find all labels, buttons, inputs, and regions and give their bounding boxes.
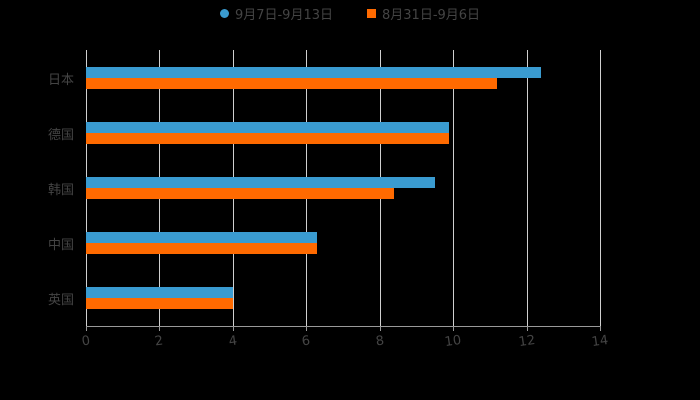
- x-tick-label: 6: [301, 333, 312, 350]
- chart-legend: 9月7日-9月13日 8月31日-9月6日: [0, 4, 700, 23]
- x-tick: [600, 326, 601, 331]
- x-tick-label: 0: [80, 333, 92, 350]
- x-axis: [86, 326, 600, 327]
- bar-current-week[interactable]: [86, 67, 542, 78]
- x-tick: [306, 326, 308, 331]
- gridline: [453, 50, 455, 326]
- legend-square-icon: [367, 9, 376, 18]
- gridline: [600, 50, 601, 326]
- bar-previous-week[interactable]: [86, 243, 318, 254]
- bar-current-week[interactable]: [86, 287, 233, 298]
- category-label: 韩国: [48, 183, 75, 198]
- bar-current-week[interactable]: [86, 232, 318, 243]
- x-tick: [159, 326, 161, 331]
- legend-label: 8月31日-9月6日: [382, 8, 481, 23]
- bar-previous-week[interactable]: [86, 188, 395, 199]
- x-tick-label: 2: [154, 333, 165, 350]
- x-tick-label: 14: [590, 332, 610, 351]
- x-tick-label: 12: [517, 332, 536, 351]
- category-label: 中国: [48, 238, 75, 253]
- category-label: 德国: [48, 128, 75, 143]
- x-tick: [232, 326, 234, 331]
- category-label: 英国: [48, 293, 75, 308]
- legend-circle-icon: [219, 9, 229, 18]
- bar-previous-week[interactable]: [86, 133, 450, 144]
- category-label: 日本: [48, 73, 75, 88]
- bar-current-week[interactable]: [86, 177, 435, 188]
- x-tick-label: 4: [227, 333, 238, 350]
- x-tick: [526, 326, 528, 331]
- x-tick: [453, 326, 455, 331]
- x-tick-label: 10: [443, 332, 463, 351]
- bar-previous-week[interactable]: [86, 298, 233, 309]
- bar-current-week[interactable]: [86, 122, 450, 133]
- x-tick: [86, 326, 87, 331]
- legend-item-week-previous[interactable]: 8月31日-9月6日: [367, 4, 480, 23]
- legend-item-week-current[interactable]: 9月7日-9月13日: [219, 4, 333, 23]
- legend-label: 9月7日-9月13日: [234, 8, 333, 23]
- gridline: [526, 50, 528, 326]
- bar-previous-week[interactable]: [86, 78, 498, 89]
- x-tick-label: 8: [374, 333, 385, 350]
- x-tick: [379, 326, 381, 331]
